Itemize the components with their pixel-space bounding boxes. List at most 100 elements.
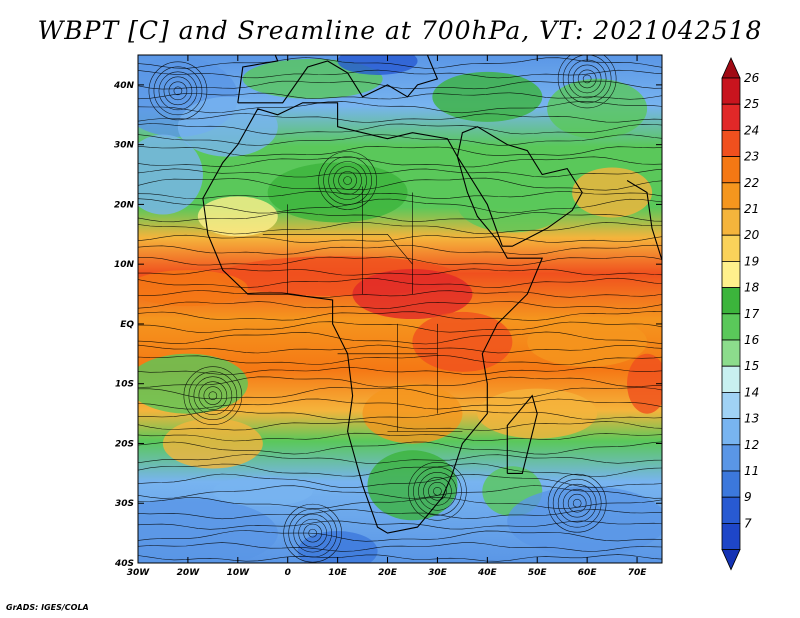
lat-tick-label: 10N bbox=[114, 260, 135, 270]
streamline bbox=[138, 211, 662, 223]
lat-tick-label: 30N bbox=[114, 141, 135, 151]
colorbar-label: 14 bbox=[744, 385, 759, 399]
streamline bbox=[138, 168, 662, 178]
streamline bbox=[138, 366, 662, 376]
streamline bbox=[138, 409, 662, 421]
colorbar-label: 26 bbox=[744, 71, 760, 85]
lon-tick-label: 10E bbox=[328, 568, 348, 578]
streamline bbox=[138, 321, 662, 333]
field-blob bbox=[627, 353, 662, 414]
vortex-streamline bbox=[428, 481, 447, 501]
colorbar-label: 9 bbox=[744, 490, 752, 504]
field-blob bbox=[267, 162, 408, 223]
streamline bbox=[138, 190, 662, 200]
field-blob bbox=[138, 270, 248, 307]
field-blob bbox=[572, 167, 653, 218]
map-field bbox=[138, 55, 662, 563]
vortex-streamline bbox=[567, 493, 587, 513]
vortex-streamline bbox=[283, 503, 342, 563]
vortex-streamline bbox=[433, 486, 442, 496]
longitude-axis: 30W 20W 10W 0 10E 20E 30E 40E 50E 60E 70E bbox=[127, 55, 647, 578]
colorbar-label: 12 bbox=[744, 438, 759, 452]
colorbar-box bbox=[721, 523, 741, 551]
vortex-streamline bbox=[338, 171, 357, 190]
lon-tick-label: 70E bbox=[628, 568, 648, 578]
colorbar-label: 21 bbox=[744, 202, 759, 216]
streamline bbox=[138, 145, 662, 157]
colorbar-top-arrow bbox=[721, 57, 741, 79]
streamline bbox=[138, 113, 662, 123]
streamline bbox=[138, 473, 662, 488]
lon-tick-label: 50E bbox=[528, 568, 548, 578]
streamline bbox=[138, 177, 662, 191]
colorbar-box bbox=[721, 287, 741, 315]
colorbar-box bbox=[721, 418, 741, 446]
streamline bbox=[138, 277, 662, 288]
colorbar-label: 11 bbox=[744, 464, 759, 478]
colorbar-box bbox=[721, 470, 741, 498]
colorbar-box bbox=[721, 103, 741, 131]
colorbar-box bbox=[721, 313, 741, 341]
vortex-streamline bbox=[343, 176, 352, 185]
streamline bbox=[138, 123, 662, 135]
streamline bbox=[138, 441, 662, 455]
streamline bbox=[138, 290, 662, 298]
streamline bbox=[138, 234, 662, 244]
lat-tick-label: 40N bbox=[113, 81, 135, 91]
colorbar-box bbox=[721, 156, 741, 184]
field-blob bbox=[162, 418, 263, 469]
lon-tick-label: 40E bbox=[477, 568, 498, 578]
lat-tick-label: EQ bbox=[120, 320, 134, 330]
colorbar-label: 23 bbox=[744, 150, 759, 164]
field-blob bbox=[297, 531, 378, 563]
lon-tick-label: 30E bbox=[428, 568, 448, 578]
vortex-streamline bbox=[168, 81, 188, 101]
vortex-streamline bbox=[158, 71, 198, 111]
colorbar-label: 7 bbox=[744, 516, 752, 530]
streamline bbox=[138, 496, 662, 509]
streamline bbox=[138, 530, 662, 542]
vortex-streamline bbox=[423, 476, 452, 506]
colorbar-box bbox=[721, 182, 741, 210]
colorbar-box bbox=[721, 444, 741, 472]
streamline bbox=[138, 387, 662, 400]
lat-tick-label: 10S bbox=[115, 380, 134, 390]
streamline bbox=[138, 485, 662, 499]
streamline bbox=[138, 69, 662, 79]
streamline bbox=[138, 344, 662, 354]
streamline bbox=[138, 92, 662, 100]
lat-tick-label: 20S bbox=[115, 439, 134, 449]
vortex-streamline bbox=[318, 151, 377, 210]
colorbar-box bbox=[721, 365, 741, 393]
colorbar-label: 16 bbox=[744, 333, 760, 347]
streamline bbox=[138, 301, 662, 310]
colorbar-box bbox=[721, 208, 741, 236]
field-blob bbox=[527, 316, 648, 367]
lat-tick-label: 20N bbox=[114, 200, 135, 210]
streamline bbox=[138, 421, 662, 431]
vortex-streamline bbox=[203, 386, 223, 405]
colorbar-box bbox=[721, 129, 741, 157]
vortex-streamline bbox=[562, 55, 612, 104]
vortex-streamline bbox=[173, 86, 183, 96]
streamline bbox=[138, 57, 662, 69]
streamline bbox=[138, 355, 662, 366]
colorbar-label: 18 bbox=[744, 281, 760, 295]
colorbar-box bbox=[721, 77, 741, 105]
vortex-streamline bbox=[208, 391, 218, 400]
colorbar-label: 15 bbox=[744, 359, 759, 373]
streamline bbox=[138, 80, 662, 90]
colorbar-label: 25 bbox=[744, 97, 759, 111]
colorbar-box bbox=[721, 496, 741, 524]
colorbar-box bbox=[721, 391, 741, 419]
vortex-streamline bbox=[557, 483, 597, 523]
colorbar-label: 22 bbox=[744, 176, 759, 190]
vortex-streamline bbox=[198, 381, 228, 410]
map-frame bbox=[137, 54, 663, 564]
vortex-streamline bbox=[577, 69, 597, 89]
streamline bbox=[138, 463, 662, 477]
streamline bbox=[138, 520, 662, 530]
vortex-streamline bbox=[572, 64, 602, 94]
vortex-streamline bbox=[408, 461, 467, 521]
